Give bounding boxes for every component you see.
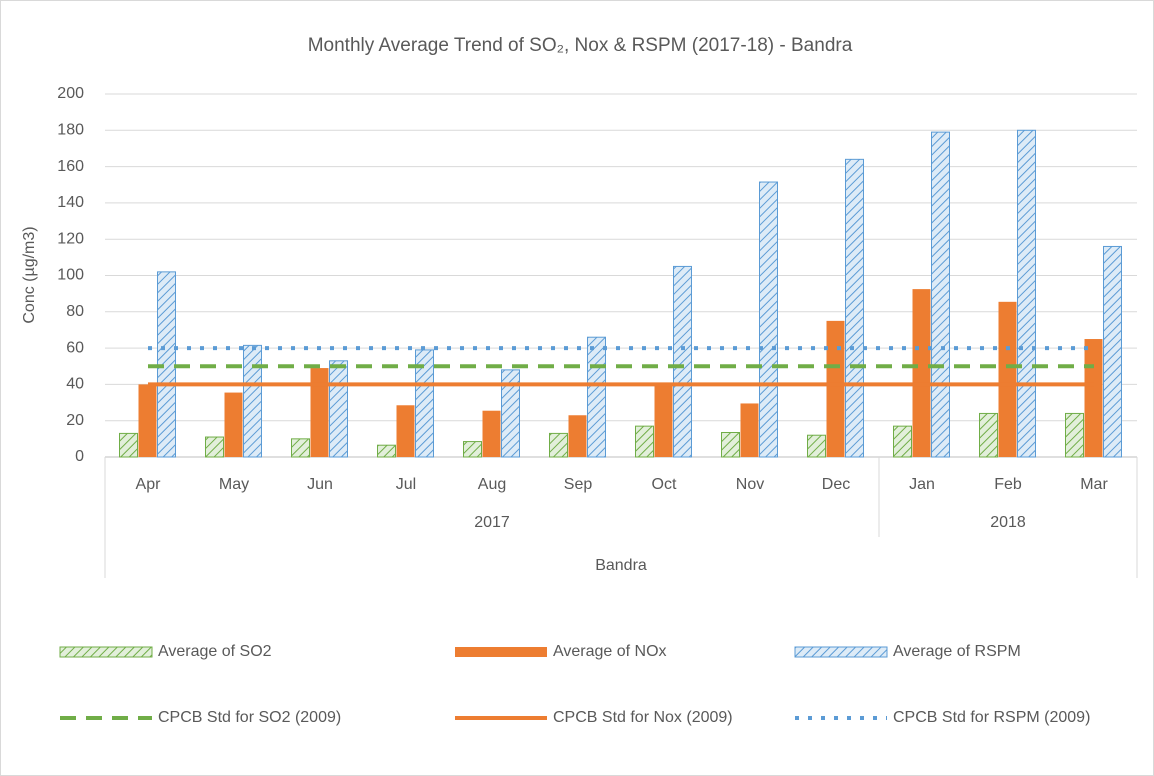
bar <box>1103 245 1122 458</box>
bar <box>807 434 826 458</box>
bar <box>931 131 950 458</box>
bar <box>138 384 157 457</box>
bar <box>845 158 864 458</box>
x-group-label: 2018 <box>990 514 1026 531</box>
legend-label: Average of SO2 <box>158 643 272 660</box>
bar <box>740 403 759 457</box>
bar <box>826 320 845 457</box>
bar <box>463 441 482 458</box>
y-tick-label: 40 <box>66 376 84 393</box>
bar <box>396 405 415 457</box>
y-tick-label: 80 <box>66 303 84 320</box>
y-axis-label: Conc (µg/m3) <box>21 226 38 323</box>
bar <box>119 432 138 458</box>
legend-swatch <box>59 646 153 658</box>
legend-swatch <box>794 646 888 658</box>
bar <box>893 425 912 458</box>
x-outer-label: Bandra <box>595 557 647 574</box>
bar <box>501 369 520 458</box>
x-tick-label: May <box>219 476 249 493</box>
bar <box>587 336 606 458</box>
bar <box>654 382 673 457</box>
bar <box>568 415 587 457</box>
x-tick-label: Nov <box>736 476 764 493</box>
legend-label: CPCB Std for RSPM (2009) <box>893 709 1090 726</box>
bar <box>291 438 310 458</box>
y-tick-label: 120 <box>57 230 84 247</box>
legend-swatch <box>455 647 547 657</box>
x-tick-label: Mar <box>1080 476 1108 493</box>
y-tick-label: 180 <box>57 122 84 139</box>
legend-label: CPCB Std for SO2 (2009) <box>158 709 341 726</box>
x-tick-label: Sep <box>564 476 593 493</box>
bar <box>243 344 262 458</box>
bar <box>310 368 329 457</box>
bar <box>482 410 501 457</box>
x-tick-label: Oct <box>652 476 677 493</box>
bar <box>979 412 998 458</box>
bar <box>635 425 654 458</box>
bar <box>205 436 224 458</box>
x-tick-label: Jan <box>909 476 935 493</box>
legend-label: Average of NOx <box>553 643 667 660</box>
bar <box>1017 129 1036 458</box>
y-tick-label: 160 <box>57 158 84 175</box>
bar <box>1065 412 1084 458</box>
bar <box>673 265 692 458</box>
bar <box>721 431 740 458</box>
y-tick-label: 140 <box>57 194 84 211</box>
y-tick-label: 0 <box>75 448 84 465</box>
bar <box>377 444 396 458</box>
x-tick-label: Jun <box>307 476 333 493</box>
legend-label: Average of RSPM <box>893 643 1021 660</box>
x-tick-label: Apr <box>136 476 162 493</box>
y-tick-label: 200 <box>57 85 84 102</box>
x-group-label: 2017 <box>474 514 510 531</box>
x-tick-label: Jul <box>396 476 416 493</box>
bar <box>1084 339 1103 457</box>
bar <box>998 301 1017 457</box>
x-tick-label: Dec <box>822 476 850 493</box>
bar <box>549 432 568 458</box>
chart-title: Monthly Average Trend of SO₂, Nox & RSPM… <box>308 35 853 56</box>
y-tick-label: 60 <box>66 339 84 356</box>
bar <box>224 392 243 457</box>
x-tick-label: Feb <box>994 476 1022 493</box>
x-tick-label: Aug <box>478 476 506 493</box>
y-tick-label: 100 <box>57 267 84 284</box>
bar <box>912 289 931 457</box>
bar <box>759 181 778 458</box>
bar <box>329 360 348 458</box>
legend-label: CPCB Std for Nox (2009) <box>553 709 733 726</box>
y-tick-label: 20 <box>66 412 84 429</box>
